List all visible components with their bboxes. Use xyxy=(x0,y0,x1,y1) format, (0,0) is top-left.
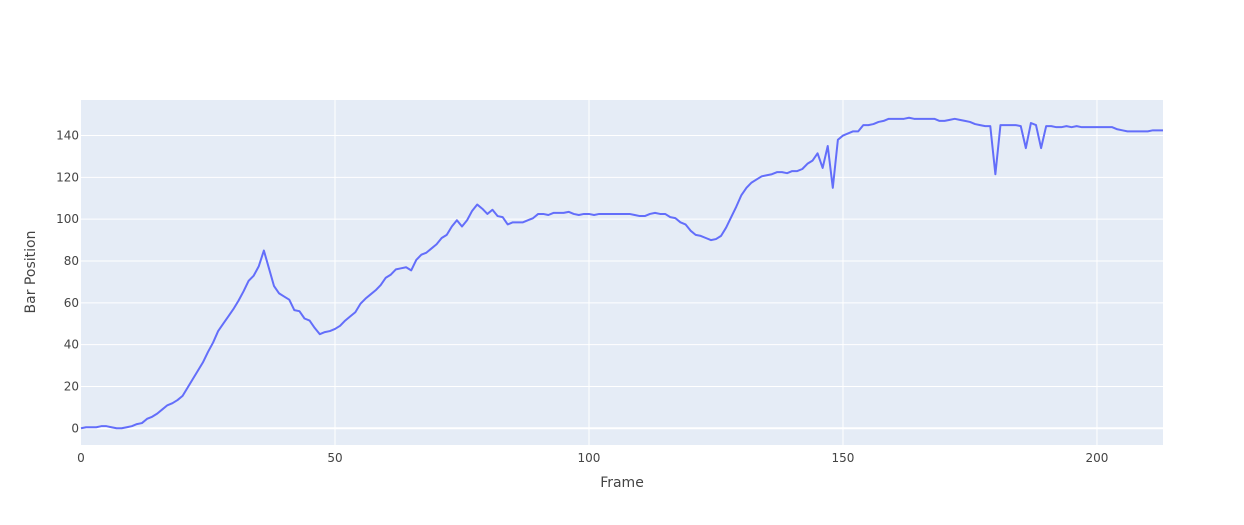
x-tick-label: 100 xyxy=(578,451,601,465)
series-line xyxy=(80,116,1163,430)
x-tick-label: 50 xyxy=(327,451,342,465)
y-tick-label: 80 xyxy=(64,254,79,268)
y-tick-label: 40 xyxy=(64,338,79,352)
y-tick-label: 140 xyxy=(56,129,79,143)
x-tick-label: 0 xyxy=(77,451,85,465)
y-tick-label: 60 xyxy=(64,296,79,310)
gridlines xyxy=(81,100,1163,445)
plot-background xyxy=(81,100,1163,445)
x-tick-label: 150 xyxy=(832,451,855,465)
series-layer xyxy=(80,116,1163,430)
x-axis-title: Frame xyxy=(600,475,644,491)
y-tick-label: 20 xyxy=(64,379,79,393)
y-axis-ticks: 0 20 40 60 80 100 120 140 xyxy=(56,129,79,436)
x-tick-label: 200 xyxy=(1086,451,1109,465)
y-tick-label: 100 xyxy=(56,212,79,226)
y-axis-title: Bar Position xyxy=(23,231,39,314)
y-tick-label: 0 xyxy=(71,421,79,435)
x-axis-ticks: 0 50 100 150 200 xyxy=(77,451,1108,465)
y-tick-label: 120 xyxy=(56,170,79,184)
